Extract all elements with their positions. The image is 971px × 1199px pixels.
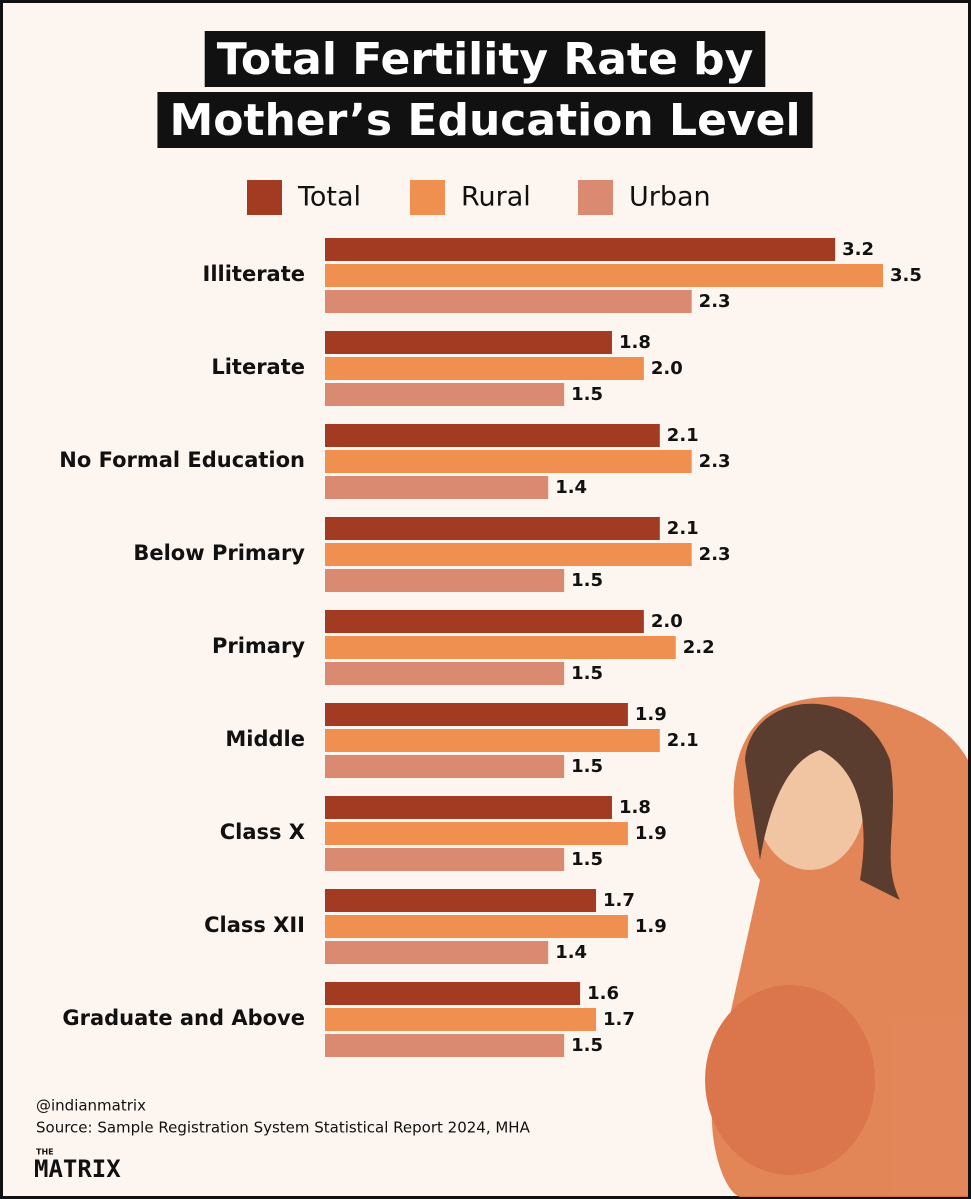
- bar: [325, 569, 565, 592]
- bar: [325, 796, 612, 819]
- bar: [325, 941, 549, 964]
- source: Source: Sample Registration System Stati…: [36, 1119, 531, 1137]
- value-label: 1.5: [571, 570, 603, 591]
- category-label: Illiterate: [203, 262, 306, 286]
- value-label: 1.6: [587, 983, 619, 1004]
- value-label: 1.5: [571, 663, 603, 684]
- value-label: 1.7: [603, 890, 635, 911]
- category-label: Class XII: [204, 913, 305, 937]
- bar: [325, 357, 644, 380]
- legend-swatch: [410, 180, 445, 215]
- bar: [325, 543, 692, 566]
- bar: [325, 264, 883, 287]
- bar: [325, 238, 836, 261]
- value-label: 1.4: [555, 942, 587, 963]
- bar: [325, 729, 660, 752]
- value-label: 2.3: [699, 291, 731, 312]
- title-box: [157, 92, 813, 148]
- legend-label: Total: [297, 182, 361, 213]
- bar: [325, 331, 612, 354]
- bar: [325, 383, 565, 406]
- value-label: 1.9: [635, 916, 667, 937]
- value-label: 2.0: [651, 611, 683, 632]
- category-label: No Formal Education: [59, 448, 305, 472]
- value-label: 1.5: [571, 756, 603, 777]
- bar: [325, 889, 597, 912]
- value-label: 1.9: [635, 823, 667, 844]
- category-label: Primary: [212, 634, 305, 658]
- bar: [325, 1008, 597, 1031]
- chart-title: Total Fertility Rate by: [217, 34, 754, 85]
- value-label: 1.7: [603, 1009, 635, 1030]
- bar: [325, 476, 549, 499]
- bar: [325, 662, 565, 685]
- bar: [325, 1034, 565, 1057]
- category-label: Class X: [220, 820, 305, 844]
- bar: [325, 982, 581, 1005]
- value-label: 3.2: [842, 239, 874, 260]
- value-label: 1.5: [571, 384, 603, 405]
- value-label: 1.8: [619, 332, 651, 353]
- value-label: 2.1: [667, 518, 699, 539]
- value-label: 2.1: [667, 425, 699, 446]
- value-label: 2.1: [667, 730, 699, 751]
- value-label: 2.0: [651, 358, 683, 379]
- bar: [325, 450, 692, 473]
- category-label: Middle: [225, 727, 305, 751]
- legend-swatch: [247, 180, 282, 215]
- value-label: 1.8: [619, 797, 651, 818]
- category-label: Below Primary: [133, 541, 305, 565]
- value-label: 3.5: [890, 265, 922, 286]
- value-label: 2.2: [683, 637, 715, 658]
- legend-label: Urban: [629, 182, 711, 213]
- bar: [325, 755, 565, 778]
- bar: [325, 915, 628, 938]
- illustration: [705, 696, 968, 1197]
- bar: [325, 290, 692, 313]
- category-label: Graduate and Above: [62, 1006, 305, 1030]
- bar: [325, 636, 676, 659]
- legend-swatch: [578, 180, 613, 215]
- value-label: 1.4: [555, 477, 587, 498]
- bar: [325, 610, 644, 633]
- bar: [325, 517, 660, 540]
- bar: [325, 822, 628, 845]
- chart-title: Mother’s Education Level: [169, 95, 800, 146]
- bar: [325, 424, 660, 447]
- value-label: 2.3: [699, 544, 731, 565]
- value-label: 2.3: [699, 451, 731, 472]
- bar: [325, 703, 628, 726]
- bar: [325, 848, 565, 871]
- title-box: [204, 31, 766, 87]
- category-label: Literate: [211, 355, 305, 379]
- value-label: 1.9: [635, 704, 667, 725]
- handle: @indianmatrix: [36, 1097, 146, 1115]
- logo-main: MATRIX: [34, 1155, 121, 1183]
- value-label: 1.5: [571, 1035, 603, 1056]
- legend-label: Rural: [461, 182, 531, 213]
- logo-small: THE: [36, 1148, 54, 1157]
- value-label: 1.5: [571, 849, 603, 870]
